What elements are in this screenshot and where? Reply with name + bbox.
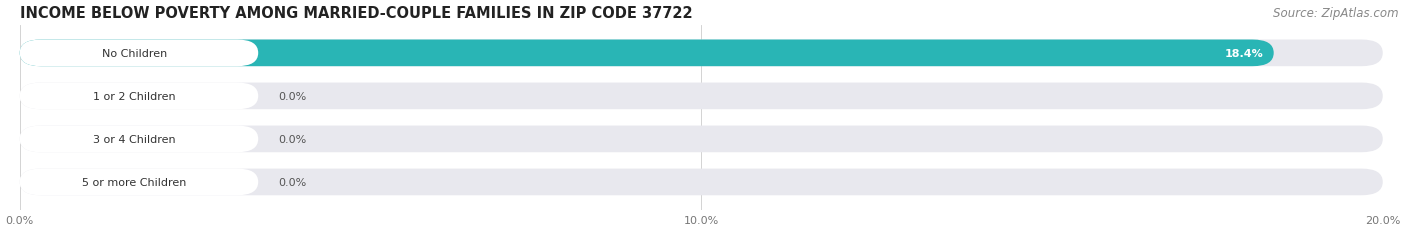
Text: No Children: No Children [101,49,167,59]
Text: Source: ZipAtlas.com: Source: ZipAtlas.com [1274,7,1399,20]
Text: 0.0%: 0.0% [278,177,307,187]
FancyBboxPatch shape [20,40,259,67]
Text: 0.0%: 0.0% [278,91,307,101]
FancyBboxPatch shape [20,40,1382,67]
FancyBboxPatch shape [20,83,1382,110]
Text: 18.4%: 18.4% [1225,49,1264,59]
FancyBboxPatch shape [20,169,259,195]
FancyBboxPatch shape [20,40,1274,67]
Text: 5 or more Children: 5 or more Children [82,177,187,187]
Text: 3 or 4 Children: 3 or 4 Children [93,134,176,144]
FancyBboxPatch shape [20,126,259,153]
FancyBboxPatch shape [20,83,259,110]
FancyBboxPatch shape [20,126,1382,153]
Text: INCOME BELOW POVERTY AMONG MARRIED-COUPLE FAMILIES IN ZIP CODE 37722: INCOME BELOW POVERTY AMONG MARRIED-COUPL… [20,6,692,21]
FancyBboxPatch shape [20,169,1382,195]
Text: 1 or 2 Children: 1 or 2 Children [93,91,176,101]
Text: 0.0%: 0.0% [278,134,307,144]
